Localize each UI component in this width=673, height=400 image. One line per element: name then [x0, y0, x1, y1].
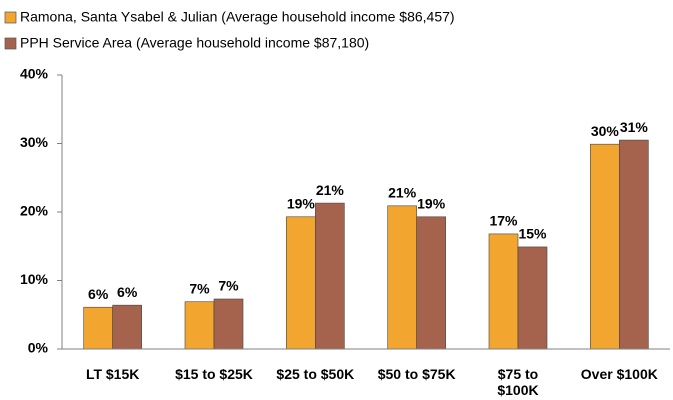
bar: [112, 304, 142, 350]
bar: [590, 143, 620, 350]
value-label: 7%: [218, 278, 239, 294]
bar: [213, 298, 244, 350]
value-label: 17%: [489, 213, 518, 229]
legend-label: Ramona, Santa Ysabel & Julian (Average h…: [20, 9, 455, 25]
value-label: 19%: [287, 195, 316, 211]
y-tick-label: 20%: [20, 203, 49, 219]
value-label: 21%: [388, 185, 417, 201]
bar: [416, 216, 446, 350]
bar: [315, 202, 345, 350]
y-tick-label: 10%: [20, 271, 49, 287]
bar: [517, 246, 548, 350]
x-tick-label: $15 to $25K: [175, 366, 253, 382]
bar: [488, 233, 519, 350]
y-tick-label: 30%: [20, 134, 49, 150]
x-tick-label: Over $100K: [580, 366, 658, 382]
bar: [286, 216, 316, 350]
bar: [184, 301, 215, 350]
y-tick-label: 0%: [28, 340, 49, 356]
x-tick-label: $50 to $75K: [377, 366, 456, 382]
value-label: 15%: [518, 226, 547, 242]
value-label: 6%: [88, 286, 109, 302]
legend-label: PPH Service Area (Average household inco…: [20, 35, 369, 51]
value-label: 7%: [189, 280, 210, 296]
legend-swatch: [4, 11, 17, 24]
y-tick-label: 40%: [20, 66, 49, 82]
x-tick-label: LT $15K: [85, 366, 140, 382]
value-label: 21%: [316, 182, 345, 198]
x-tick-label: $25 to $50K: [276, 366, 355, 382]
value-label: 19%: [417, 195, 446, 211]
value-label: 30%: [591, 123, 620, 139]
value-label: 6%: [117, 284, 138, 300]
bar: [387, 205, 417, 350]
legend-swatch: [4, 37, 17, 50]
bar: [83, 306, 113, 350]
value-label: 31%: [620, 119, 649, 135]
x-tick-label: $75 to $100K: [497, 366, 539, 398]
bar: [619, 139, 649, 350]
